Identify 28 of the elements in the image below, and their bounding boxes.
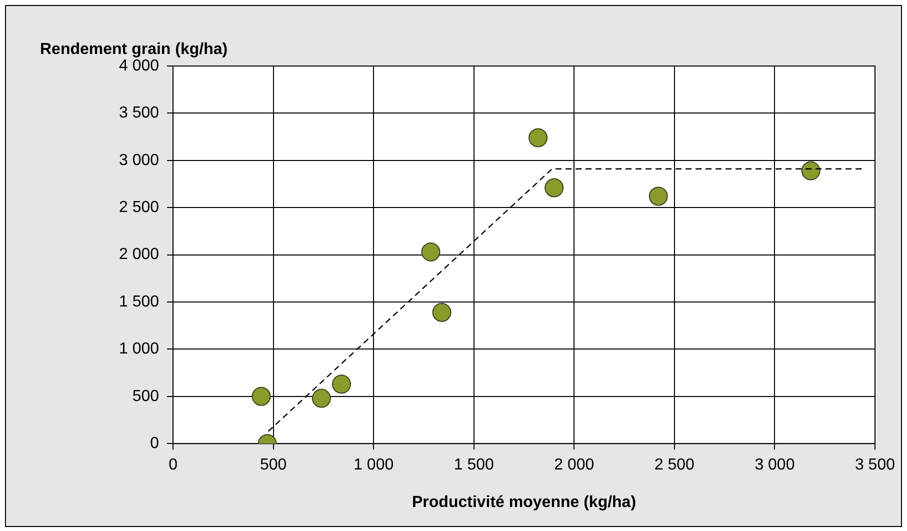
x-tick-label: 500 (260, 456, 287, 474)
y-tick-label: 4 000 (118, 57, 160, 74)
x-tick-label: 1 000 (354, 456, 394, 474)
point (421, 242, 440, 262)
y-tick-label: 1 000 (118, 340, 160, 358)
y-tick-label: 1 500 (118, 293, 160, 310)
point (528, 128, 548, 148)
point (648, 186, 668, 206)
y-tick-label: 2 500 (118, 199, 160, 216)
point (544, 178, 564, 198)
x-tick-label: 3 000 (754, 456, 795, 474)
point (252, 386, 271, 406)
y-tick-label: 0 (150, 435, 160, 452)
x-tick-label: 2 500 (654, 456, 695, 474)
point (801, 161, 820, 180)
y-tick-label: 500 (132, 388, 160, 405)
point (332, 374, 352, 394)
point (312, 388, 331, 408)
x-tick-label: 0 (168, 456, 178, 474)
x-axis-title: Productivité moyenne (kg/ha) (412, 494, 636, 511)
y-axis-title: Rendement grain (kg/ha) (40, 41, 228, 58)
x-tick-label: 3 500 (854, 456, 896, 474)
y-tick-label: 2 000 (118, 246, 160, 264)
y-tick-label: 3 500 (118, 104, 160, 122)
point (432, 302, 452, 322)
x-tick-label: 1 500 (454, 456, 494, 474)
y-tick-label: 3 000 (118, 152, 160, 169)
x-tick-label: 2 000 (554, 456, 594, 474)
